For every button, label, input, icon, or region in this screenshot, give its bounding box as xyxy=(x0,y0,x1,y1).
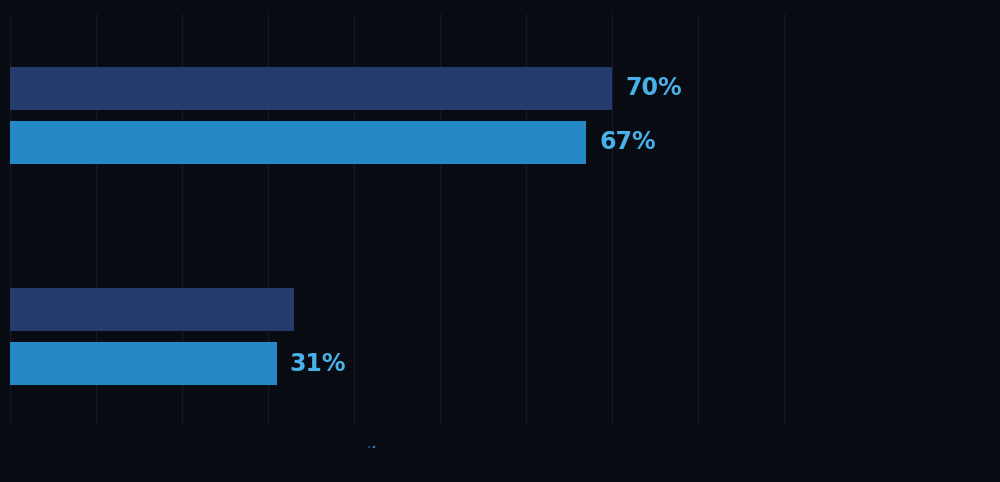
Bar xyxy=(10,289,294,332)
Legend: , : , xyxy=(367,446,375,448)
Text: 67%: 67% xyxy=(599,130,656,154)
Text: 70%: 70% xyxy=(625,76,682,100)
Bar xyxy=(10,120,586,163)
Bar xyxy=(10,67,612,110)
Bar xyxy=(10,342,277,385)
Text: 31%: 31% xyxy=(290,352,346,375)
